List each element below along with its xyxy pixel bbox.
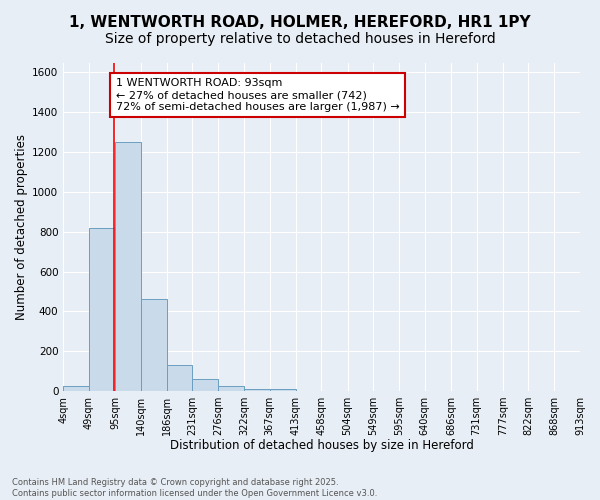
X-axis label: Distribution of detached houses by size in Hereford: Distribution of detached houses by size … [170, 440, 473, 452]
Text: 1 WENTWORTH ROAD: 93sqm
← 27% of detached houses are smaller (742)
72% of semi-d: 1 WENTWORTH ROAD: 93sqm ← 27% of detache… [116, 78, 400, 112]
Text: Contains HM Land Registry data © Crown copyright and database right 2025.
Contai: Contains HM Land Registry data © Crown c… [12, 478, 377, 498]
Bar [89, 228, 115, 391]
Text: Size of property relative to detached houses in Hereford: Size of property relative to detached ho… [104, 32, 496, 46]
Bar [115, 142, 140, 391]
Bar [140, 300, 167, 391]
Bar [218, 386, 244, 391]
Bar [244, 388, 269, 391]
Text: 1, WENTWORTH ROAD, HOLMER, HEREFORD, HR1 1PY: 1, WENTWORTH ROAD, HOLMER, HEREFORD, HR1… [69, 15, 531, 30]
Bar [193, 379, 218, 391]
Bar [269, 388, 296, 391]
Y-axis label: Number of detached properties: Number of detached properties [15, 134, 28, 320]
Bar [63, 386, 89, 391]
Bar [167, 365, 193, 391]
